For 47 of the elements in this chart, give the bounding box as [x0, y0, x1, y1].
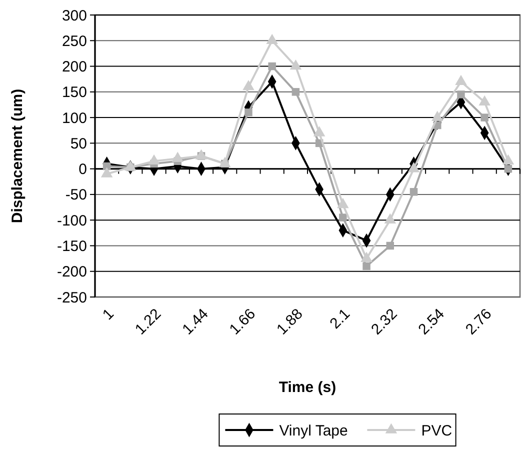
y-tick-label: 0	[78, 161, 87, 178]
y-tick-label: 300	[62, 7, 87, 24]
legend-label: Vinyl Tape	[279, 422, 348, 440]
point	[195, 149, 208, 160]
point	[386, 242, 394, 250]
point	[100, 167, 113, 178]
y-tick-label: 50	[70, 135, 87, 152]
point	[337, 198, 349, 208]
point	[313, 126, 326, 136]
point	[172, 152, 184, 162]
point	[502, 154, 514, 165]
y-axis-title: Displacement (um)	[9, 88, 26, 224]
y-tick-label: -200	[56, 264, 87, 281]
point	[148, 154, 160, 165]
point	[408, 162, 420, 172]
point	[457, 90, 465, 98]
x-tick-label: 1	[99, 306, 118, 324]
y-tick-label: 250	[62, 32, 87, 50]
point	[268, 62, 276, 70]
point	[242, 80, 254, 90]
point	[218, 156, 231, 168]
point	[266, 34, 278, 44]
x-tick-label: 2.1	[326, 306, 354, 332]
x-axis-title: Time (s)	[278, 379, 336, 396]
point	[455, 74, 467, 86]
point	[244, 108, 252, 116]
x-tick-label: 1.88	[274, 306, 306, 338]
point	[478, 95, 490, 106]
point	[480, 114, 488, 122]
point	[504, 164, 512, 173]
point	[431, 110, 444, 121]
x-tick-label: 1.66	[226, 306, 260, 338]
y-tick-label: -50	[65, 186, 87, 204]
y-tick-label: 150	[62, 84, 87, 102]
point	[292, 88, 300, 96]
y-tick-label: -150	[56, 238, 87, 255]
point	[290, 59, 302, 70]
y-tick-label: -100	[56, 212, 87, 230]
point	[362, 262, 370, 270]
legend-label: PVC	[421, 422, 452, 440]
x-tick-label: 1.22	[132, 306, 165, 338]
point	[124, 160, 136, 171]
y-tick-label: 200	[62, 58, 87, 76]
point	[339, 214, 347, 222]
point	[410, 188, 418, 196]
y-tick-label: 100	[62, 110, 87, 127]
y-tick-label: -250	[56, 289, 87, 306]
